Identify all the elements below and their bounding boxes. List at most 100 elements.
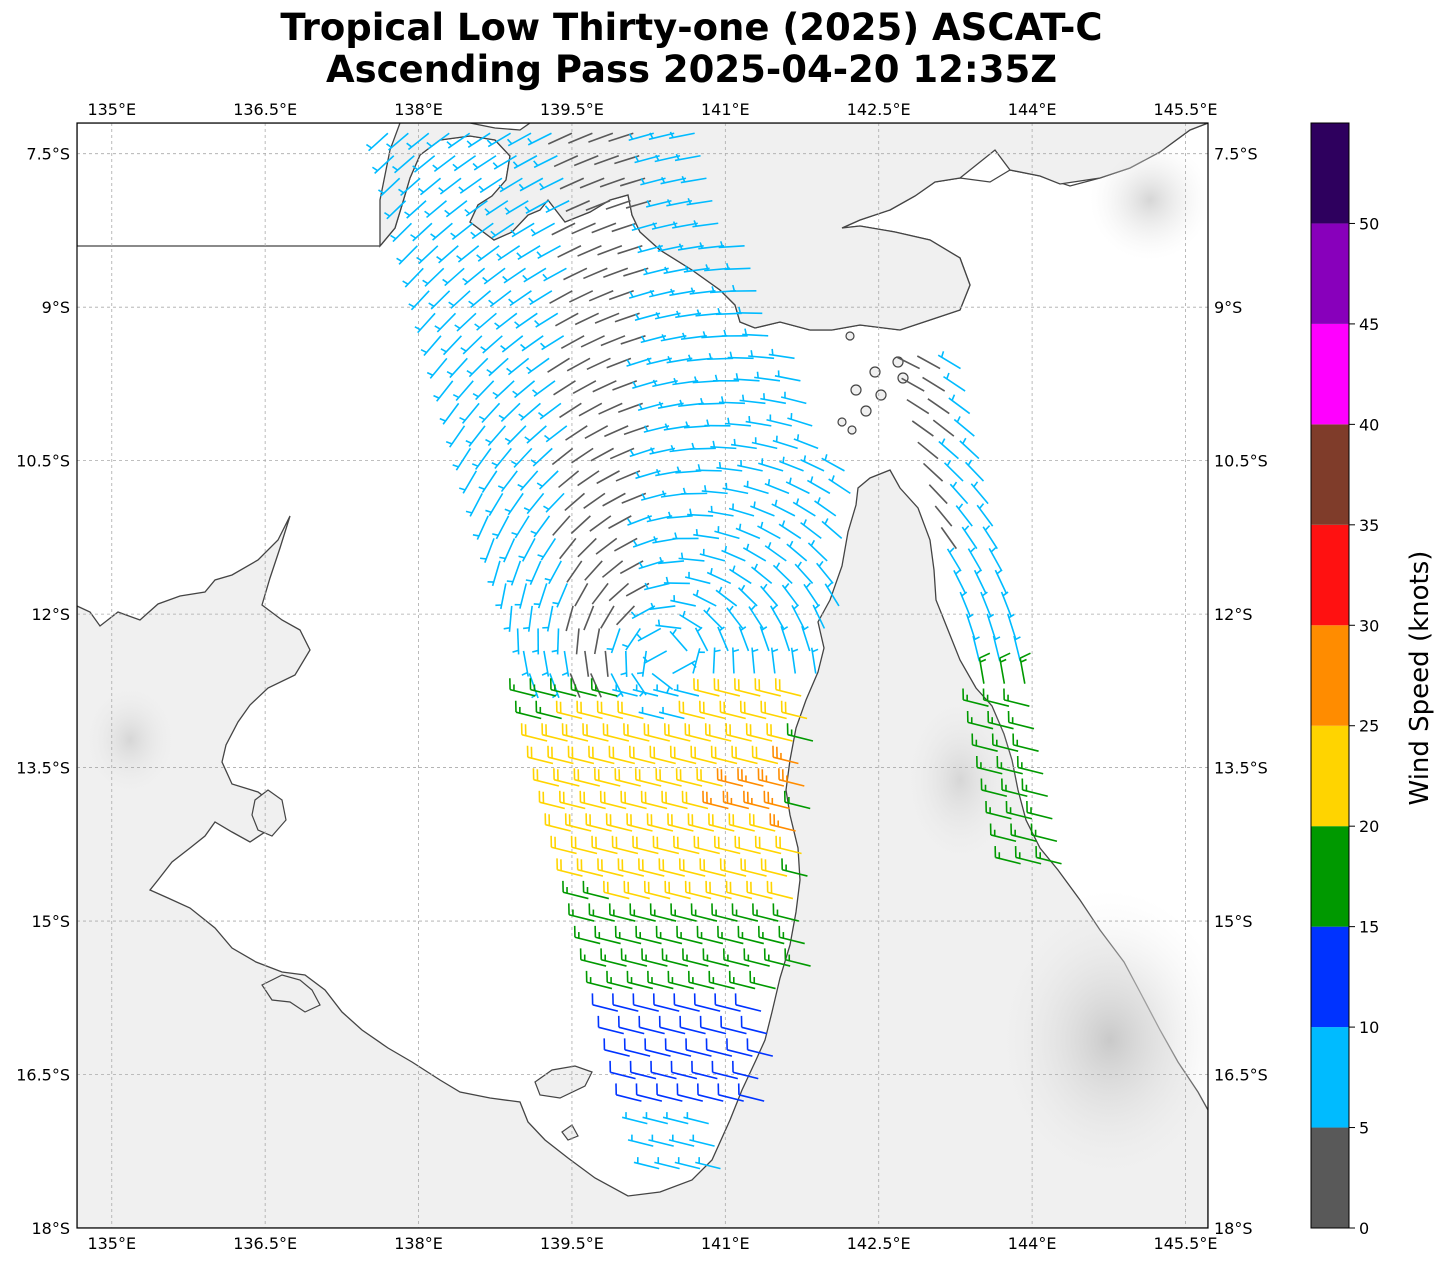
wind-barb <box>719 858 747 877</box>
wind-barb <box>605 200 631 210</box>
wind-barb <box>434 312 457 333</box>
wind-barb <box>757 768 785 787</box>
wind-barb <box>408 290 430 311</box>
wind-barb <box>566 357 591 372</box>
wind-barb <box>714 526 740 540</box>
wind-barb <box>422 267 445 287</box>
wind-barb <box>392 155 415 174</box>
wind-barb <box>620 948 648 967</box>
wind-barb <box>821 454 845 472</box>
wind-barb <box>743 790 770 810</box>
wind-barb <box>676 1083 704 1102</box>
wind-barb <box>601 560 624 578</box>
wind-barb <box>970 481 989 505</box>
wind-barb <box>590 678 618 697</box>
wind-barb <box>495 583 507 610</box>
wind-barb <box>479 538 495 563</box>
wind-barb <box>728 970 756 990</box>
wind-barb <box>626 813 653 832</box>
wind-barb <box>584 650 590 677</box>
wind-barb <box>679 1015 706 1035</box>
colorbar-bin <box>1311 826 1349 927</box>
wind-barb <box>666 356 693 364</box>
wind-barb <box>646 813 674 832</box>
wind-barb <box>544 425 568 443</box>
wind-barb <box>646 514 673 523</box>
lon-tick-label: 141°E <box>701 100 750 119</box>
wind-barb <box>657 401 684 409</box>
wind-barb <box>706 567 732 585</box>
wind-barb <box>752 903 779 922</box>
wind-barb <box>989 823 1017 843</box>
wind-barb <box>588 290 614 302</box>
wind-barb <box>371 155 395 174</box>
wind-barb <box>651 672 674 693</box>
wind-barb <box>553 155 579 168</box>
wind-barb <box>666 511 693 519</box>
wind-barb <box>748 350 775 360</box>
wind-barb <box>485 425 507 446</box>
wind-barb <box>628 745 656 765</box>
colorbar-bin <box>1311 1127 1349 1228</box>
wind-barb <box>988 547 1003 572</box>
wind-barb <box>749 970 776 990</box>
wind-barb <box>537 402 562 420</box>
wind-barb <box>575 628 580 655</box>
map-title-line-2: Ascending Pass 2025-04-20 12:35Z <box>325 48 1058 91</box>
wind-barb <box>551 628 560 655</box>
wind-barb <box>740 1015 768 1035</box>
wind-barb <box>488 290 512 308</box>
wind-barb <box>722 948 750 967</box>
wind-barb <box>542 605 554 632</box>
wind-barb <box>518 402 541 421</box>
wind-barb <box>774 678 802 697</box>
lon-tick-label: 145.5°E <box>1154 100 1218 119</box>
wind-barb <box>1010 823 1037 843</box>
wind-barb <box>751 745 779 765</box>
wind-barb <box>763 790 790 810</box>
wind-barb <box>684 571 711 585</box>
wind-barb <box>568 903 595 922</box>
wind-barb <box>770 647 779 674</box>
wind-barb <box>737 768 764 787</box>
wind-barb <box>652 379 678 388</box>
wind-barb <box>772 435 798 450</box>
lat-tick-labels-right: 7.5°S 9°S 10.5°S 12°S 13.5°S 15°S 16.5°S 18°S <box>1214 145 1268 1238</box>
wind-barb <box>452 380 474 402</box>
wind-barb <box>458 177 482 194</box>
wind-barb <box>722 790 750 810</box>
wind-barb <box>523 605 533 632</box>
wind-barb <box>978 652 991 684</box>
wind-barb <box>760 393 787 405</box>
wind-barb <box>520 335 544 352</box>
wind-barb <box>565 200 590 213</box>
wind-barb <box>628 132 654 142</box>
wind-barb <box>730 438 757 450</box>
colorbar-bin <box>1311 725 1349 827</box>
wind-barb <box>478 470 498 493</box>
wind-barb <box>450 222 474 240</box>
wind-barb <box>568 132 593 144</box>
wind-barb <box>562 880 589 900</box>
wind-barb <box>736 306 763 315</box>
wind-barb <box>683 1112 709 1125</box>
wind-barb <box>553 380 576 396</box>
wind-barb <box>573 925 601 945</box>
wind-barb <box>596 470 620 485</box>
island <box>561 1124 579 1141</box>
wind-barb <box>717 1083 744 1102</box>
island <box>261 974 321 1013</box>
wind-barb <box>718 396 746 405</box>
wind-barb <box>547 357 570 373</box>
wind-barb <box>500 335 524 353</box>
wind-barb <box>577 245 602 257</box>
wind-barb <box>549 678 577 697</box>
wind-barb <box>732 1060 759 1080</box>
wind-barb <box>460 335 483 355</box>
wind-barb <box>790 647 799 674</box>
wind-barb <box>658 706 685 720</box>
wind-barb <box>620 790 647 810</box>
wind-barb <box>552 515 571 536</box>
wind-barb <box>733 373 760 382</box>
colorbar-tick-label: 10 <box>1359 1018 1379 1037</box>
